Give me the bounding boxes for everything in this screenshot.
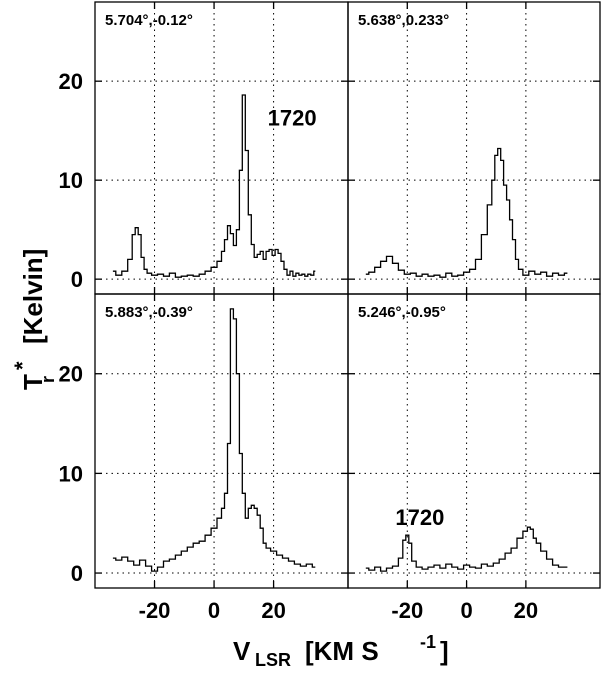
spectrum-line xyxy=(365,147,568,278)
y-tick-label: 10 xyxy=(59,461,83,486)
panel-coordinate-label: 5.246°,-0.95° xyxy=(358,304,446,321)
y-axis-label-subscript: r xyxy=(38,376,58,383)
panel-frame xyxy=(94,1,349,295)
panel-1: 5.704°,-0.12° 1720 0 10 20 xyxy=(59,1,349,295)
x-tick-label: -20 xyxy=(391,598,423,623)
x-axis-label-units: [KM S xyxy=(305,636,379,666)
y-tick-label: 20 xyxy=(59,69,83,94)
panel-coordinate-label: 5.883°,-0.39° xyxy=(105,304,193,321)
x-axis-label: V LSR [KM S -1 ] xyxy=(233,632,449,670)
panel-frame xyxy=(94,293,349,589)
y-axis-label: T r * [Kelvin] xyxy=(10,249,58,390)
line-annotation: 1720 xyxy=(395,505,444,530)
y-tick-label: 0 xyxy=(71,267,83,292)
y-axis-label-units: [Kelvin] xyxy=(18,249,48,344)
y-tick-label: 20 xyxy=(59,362,83,387)
y-axis-label-superscript: * xyxy=(10,361,35,370)
spectrum-line xyxy=(365,526,568,572)
panel-frame xyxy=(347,1,601,295)
panel-3: 5.883°,-0.39° 0 10 20 -20 0 20 xyxy=(59,293,349,623)
spectrum-line xyxy=(112,308,316,572)
line-annotation: 1720 xyxy=(268,106,317,131)
x-axis-label-close: ] xyxy=(440,636,449,666)
x-tick-label: -20 xyxy=(139,598,171,623)
x-axis-label-superscript: -1 xyxy=(420,632,436,652)
x-axis-label-subscript: LSR xyxy=(255,650,291,670)
y-tick-label: 0 xyxy=(71,561,83,586)
y-tick-label: 10 xyxy=(59,168,83,193)
panel-4: 5.246°,-0.95° 1720 -20 0 20 xyxy=(347,293,601,623)
x-axis-label-main: V xyxy=(233,636,251,666)
spectrum-line xyxy=(112,94,316,278)
y-axis-label-main: T xyxy=(18,374,48,390)
panel-2: 5.638°,0.233° xyxy=(347,1,601,295)
x-tick-label: 0 xyxy=(208,598,220,623)
x-tick-label: 0 xyxy=(460,598,472,623)
panel-coordinate-label: 5.704°,-0.12° xyxy=(105,12,193,29)
x-tick-label: 20 xyxy=(514,598,538,623)
panel-coordinate-label: 5.638°,0.233° xyxy=(358,12,449,29)
panel-grid: 5.704°,-0.12° 1720 0 10 20 5.638°,0.233° 5.883… xyxy=(59,1,601,623)
x-tick-label: 20 xyxy=(261,598,285,623)
panel-frame xyxy=(347,293,601,589)
